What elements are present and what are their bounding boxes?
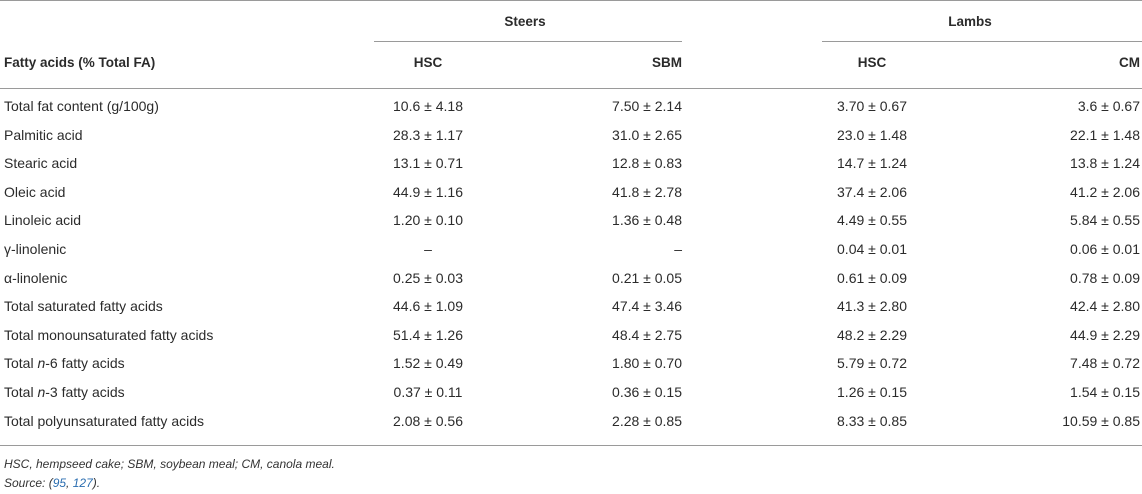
table-cell: 0.61 ± 0.09 (837, 269, 907, 286)
table-cell: 3.70 ± 0.67 (837, 98, 907, 114)
table-cell: 1.36 ± 0.48 (612, 212, 682, 229)
table-cell: 1.80 ± 0.70 (612, 355, 682, 372)
table-cell: 0.37 ± 0.11 (393, 384, 463, 400)
group-rule-lambs (822, 41, 1142, 42)
table-cell: 23.0 ± 1.48 (837, 126, 907, 143)
table-row: Palmitic acid 28.3 ± 1.17 31.0 ± 2.65 23.0 … (0, 121, 1142, 149)
table-cell: 41.3 ± 2.80 (837, 298, 907, 315)
table-row: Total fat content (g/100g) 10.6 ± 4.18 7.5… (0, 92, 1142, 120)
row-label: Linoleic acid (4, 212, 82, 229)
source-ref-link[interactable]: 127 (72, 476, 93, 490)
row-label: Total fat content (g/100g) (4, 98, 159, 114)
table-cell: 0.78 ± 0.09 (1070, 269, 1140, 286)
table-cell: 0.06 ± 0.01 (1070, 241, 1140, 257)
row-label-suffix: -6 fatty acids (45, 355, 125, 372)
group-rule-steers (374, 41, 682, 42)
table-cell: 4.49 ± 0.55 (837, 212, 907, 229)
table-cell: – (424, 241, 432, 257)
table-cell: 51.4 ± 1.26 (393, 326, 463, 343)
table-row: Linoleic acid 1.20 ± 0.10 1.36 ± 0.48 4.49 … (0, 206, 1142, 234)
table-row: Total polyunsaturated fatty acids 2.08 ± … (0, 407, 1142, 435)
row-label: Total polyunsaturated fatty acids (4, 412, 205, 429)
table-row: α-linolenic 0.25 ± 0.03 0.21 ± 0.05 0.61 ± … (0, 264, 1142, 292)
table-cell: 1.54 ± 0.15 (1070, 384, 1140, 400)
table-cell: 3.6 ± 0.67 (1077, 98, 1140, 114)
table-top-rule (0, 0, 1142, 1)
table-cell: 1.52 ± 0.49 (393, 355, 463, 372)
row-label-italic: n (37, 355, 46, 372)
table-cell: 44.9 ± 1.16 (393, 183, 463, 200)
table-row: Total n-3 fatty acids 0.37 ± 0.11 0.36 ± 0… (0, 378, 1142, 406)
table-cell: 28.3 ± 1.17 (393, 126, 463, 143)
source-ref-link[interactable]: 95 (52, 476, 67, 490)
table-cell: 0.25 ± 0.03 (393, 269, 463, 286)
group-header-steers: Steers (504, 14, 546, 29)
header-bottom-rule (0, 88, 1142, 89)
table-cell: 12.8 ± 0.83 (612, 155, 682, 172)
table-cell: 0.21 ± 0.05 (612, 269, 682, 286)
table-cell: 0.36 ± 0.15 (612, 384, 682, 400)
row-label: α-linolenic (4, 269, 68, 286)
table-cell: 2.28 ± 0.85 (612, 412, 682, 429)
group-header-lambs: Lambs (948, 14, 992, 29)
table-source: Source: (95, 127). (4, 476, 100, 490)
table-cell: 41.8 ± 2.78 (612, 183, 682, 200)
table-cell: – (674, 241, 682, 257)
column-header-fatty-acids: Fatty acids (% Total FA) (4, 55, 156, 70)
table-cell: 7.48 ± 0.72 (1070, 355, 1140, 372)
table-cell: 37.4 ± 2.06 (837, 183, 907, 200)
row-label: Oleic acid (4, 183, 66, 200)
table-cell: 0.04 ± 0.01 (837, 241, 907, 257)
row-label: Total n-3 fatty acids (4, 378, 125, 406)
table-row: Oleic acid 44.9 ± 1.16 41.8 ± 2.78 37.4 ± 2… (0, 178, 1142, 206)
table-footnote: HSC, hempseed cake; SBM, soybean meal; C… (4, 457, 335, 471)
column-header-lambs-hsc: HSC (857, 55, 887, 70)
table-cell: 14.7 ± 1.24 (837, 155, 907, 172)
table-cell: 8.33 ± 0.85 (837, 412, 907, 429)
table-cell: 47.4 ± 3.46 (612, 298, 682, 315)
row-label-suffix: -3 fatty acids (45, 384, 125, 400)
row-label: Total n-6 fatty acids (4, 349, 125, 377)
column-header-steers-sbm: SBM (652, 55, 682, 70)
source-suffix: ). (92, 476, 101, 490)
table-cell: 48.4 ± 2.75 (612, 326, 682, 343)
table-cell: 5.79 ± 0.72 (837, 355, 907, 372)
row-label-prefix: Total (4, 355, 38, 372)
table-bottom-rule (0, 445, 1142, 446)
row-label-italic: n (37, 384, 46, 400)
row-label: Palmitic acid (4, 126, 83, 143)
source-sep: , (66, 476, 73, 490)
table-cell: 1.20 ± 0.10 (393, 212, 463, 229)
column-header-lambs-cm: CM (1119, 55, 1140, 70)
table-row: Total saturated fatty acids 44.6 ± 1.09 47… (0, 292, 1142, 320)
table-cell: 48.2 ± 2.29 (837, 326, 907, 343)
row-label: γ-linolenic (4, 241, 67, 257)
table-cell: 13.8 ± 1.24 (1070, 155, 1140, 172)
table-cell: 13.1 ± 0.71 (393, 155, 463, 172)
table-row: γ-linolenic – – 0.04 ± 0.01 0.06 ± 0.01 (0, 235, 1142, 263)
table-row: Stearic acid 13.1 ± 0.71 12.8 ± 0.83 14.7 ±… (0, 149, 1142, 177)
source-prefix: Source: ( (4, 476, 53, 490)
row-label: Stearic acid (4, 155, 78, 172)
row-label: Total saturated fatty acids (4, 298, 163, 315)
table-cell: 7.50 ± 2.14 (612, 98, 682, 114)
table-cell: 44.6 ± 1.09 (393, 298, 463, 315)
table-row: Total n-6 fatty acids 1.52 ± 0.49 1.80 ± 0… (0, 349, 1142, 377)
table-cell: 1.26 ± 0.15 (837, 384, 907, 400)
table-cell: 10.59 ± 0.85 (1062, 412, 1140, 429)
table-row: Total monounsaturated fatty acids 51.4 ± … (0, 321, 1142, 349)
table-cell: 10.6 ± 4.18 (393, 98, 463, 114)
table-cell: 5.84 ± 0.55 (1070, 212, 1140, 229)
table-cell: 41.2 ± 2.06 (1070, 183, 1140, 200)
row-label-prefix: Total (4, 384, 38, 400)
table-cell: 2.08 ± 0.56 (393, 412, 463, 429)
table-cell: 44.9 ± 2.29 (1070, 326, 1140, 343)
column-header-steers-hsc: HSC (413, 55, 443, 70)
row-label: Total monounsaturated fatty acids (4, 326, 214, 343)
table-cell: 31.0 ± 2.65 (612, 126, 682, 143)
table-cell: 42.4 ± 2.80 (1070, 298, 1140, 315)
table-cell: 22.1 ± 1.48 (1070, 126, 1140, 143)
